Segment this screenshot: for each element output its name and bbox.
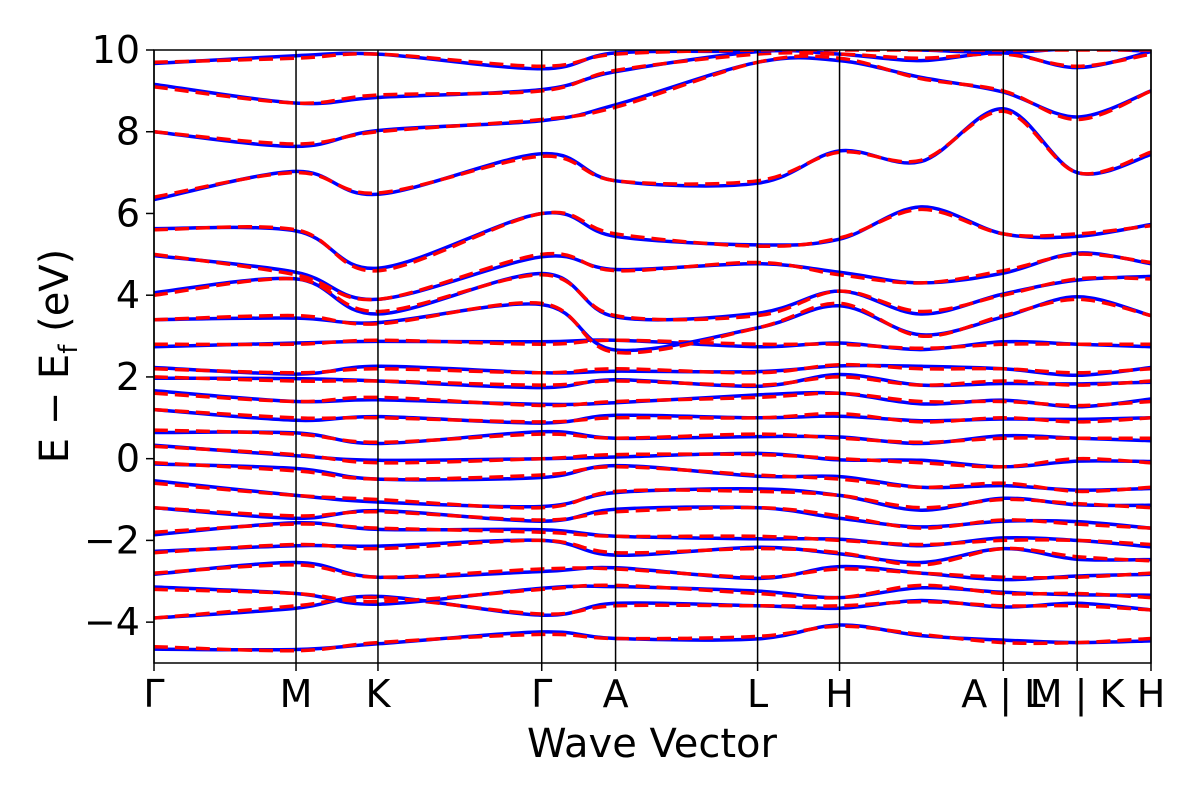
y-axis-label-main: E − E xyxy=(32,354,78,464)
band-line-model xyxy=(154,50,1151,106)
band-line-dft xyxy=(154,338,1151,352)
y-tick-label: 8 xyxy=(116,110,140,154)
y-axis-label-sub: f xyxy=(54,344,84,354)
y-axis-label-unit: (eV) xyxy=(32,249,78,345)
band-line-model xyxy=(154,583,1151,604)
band-line-model xyxy=(154,362,1151,375)
x-tick-label: L xyxy=(747,672,768,716)
band-line-dft xyxy=(154,584,1151,606)
band-line-dft xyxy=(154,623,1151,652)
y-tick-label: 10 xyxy=(92,28,140,72)
x-tick-label: Γ xyxy=(143,672,164,716)
band-line-model xyxy=(154,54,1151,146)
band-line-model xyxy=(154,461,1151,494)
x-tick-label: Γ xyxy=(531,672,552,716)
band-line-model xyxy=(154,522,1151,547)
band-line-dft xyxy=(154,520,1151,549)
y-tick-label: −4 xyxy=(84,600,140,644)
band-line-model xyxy=(154,624,1151,653)
band-line-dft xyxy=(154,50,1151,71)
y-tick-label: 0 xyxy=(116,437,140,481)
band-line-model xyxy=(154,505,1151,530)
band-line-model xyxy=(154,407,1151,424)
band-line-model xyxy=(154,428,1151,445)
y-axis-ticks: −4 −2 0 2 4 6 8 10 xyxy=(84,28,154,644)
band-line-model xyxy=(154,109,1151,199)
band-line-model xyxy=(154,595,1151,620)
band-line-model xyxy=(154,338,1151,351)
band-line-model xyxy=(154,481,1151,510)
band-line-model xyxy=(154,563,1151,580)
x-tick-label: H xyxy=(825,672,854,716)
plot-frame xyxy=(153,49,1152,664)
y-tick-label: 6 xyxy=(116,191,140,235)
band-line-dft xyxy=(154,372,1151,390)
band-line-model xyxy=(154,391,1151,408)
y-axis-label: E − Ef (eV) xyxy=(32,249,84,464)
band-line-model xyxy=(154,375,1151,387)
plot-background xyxy=(154,50,1151,663)
bands-layer xyxy=(154,50,1151,653)
band-line-dft xyxy=(154,462,1151,492)
x-tick-label: K xyxy=(366,672,392,716)
x-tick-label: A xyxy=(603,672,629,716)
band-line-dft xyxy=(154,429,1151,446)
x-tick-label: M | K xyxy=(1030,672,1126,717)
x-tick-label: M xyxy=(280,672,313,716)
x-tick-label: H xyxy=(1137,672,1166,716)
y-tick-label: −2 xyxy=(84,518,140,562)
x-axis-label: Wave Vector xyxy=(527,721,778,767)
y-tick-label: 4 xyxy=(116,273,140,317)
band-line-dft xyxy=(154,538,1151,565)
x-tick-label: A | L xyxy=(961,672,1045,717)
y-tick-label: 2 xyxy=(116,355,140,399)
band-line-model xyxy=(154,444,1151,469)
